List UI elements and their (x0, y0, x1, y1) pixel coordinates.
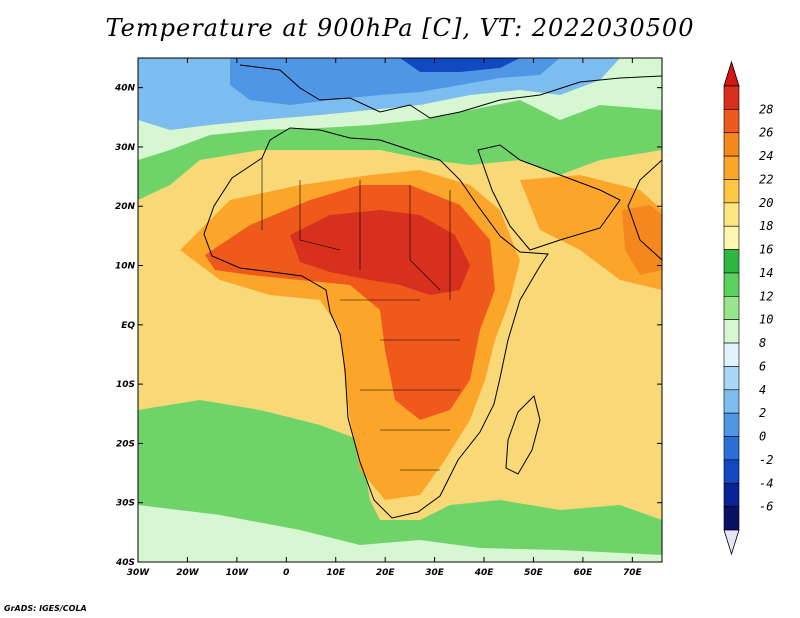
colorbar-label: 22 (759, 172, 773, 186)
temperature-field (138, 58, 662, 562)
colorbar-swatch (723, 272, 740, 297)
colorbar-label: 14 (759, 266, 773, 280)
colorbar-label: 18 (759, 219, 773, 233)
colorbar-swatch (723, 132, 740, 157)
field-africa-hottest (290, 210, 470, 295)
colorbar-swatch (723, 436, 740, 461)
lon-tick-label: 0 (283, 568, 289, 578)
coastlines (203, 64, 662, 519)
lon-tick-label: 50E (524, 568, 544, 578)
colorbar-swatch (723, 366, 740, 391)
lon-tick-label: 20W (176, 568, 200, 578)
plot-frame (137, 57, 663, 563)
colorbar-label: 12 (759, 289, 773, 303)
colorbar-swatch (723, 412, 740, 437)
lon-tick-label: 30W (127, 568, 151, 578)
field-indian-warm (622, 205, 662, 275)
lon-tick-label: 20E (376, 568, 396, 578)
country-borders (261, 158, 460, 471)
colorbar-top-arrow (723, 60, 740, 87)
colorbar-swatch (723, 482, 740, 507)
colorbar-swatch (723, 109, 740, 134)
colorbar-swatch (723, 225, 740, 250)
lon-tick-label: 10W (226, 568, 250, 578)
colorbar-label: 4 (759, 383, 766, 397)
lon-tick-label: 70E (623, 568, 643, 578)
colorbar-swatch (723, 249, 740, 274)
colorbar-swatch (723, 459, 740, 484)
colorbar-label: 28 (759, 102, 773, 116)
colorbar-label: 24 (759, 149, 773, 163)
colorbar-swatch (723, 179, 740, 204)
lat-tick-label: 40S (115, 558, 135, 568)
colorbar-swatch (723, 342, 740, 367)
africa-coastline (203, 127, 549, 519)
latitude-axis: 40N 30N 20N 10N EQ 10S 20S 30S 40S (114, 84, 662, 568)
europe-coastline (239, 64, 662, 119)
field-south-green (138, 400, 662, 562)
india-coastline (627, 159, 662, 261)
colorbar-label: -2 (759, 453, 773, 467)
colorbar-swatch (723, 202, 740, 227)
arabia-coastline (477, 144, 621, 251)
colorbar-swatch (723, 155, 740, 180)
lat-tick-label: 40N (114, 84, 136, 94)
lat-tick-label: 30N (115, 143, 136, 153)
lat-tick-label: 10S (116, 380, 135, 390)
colorbar-label: 8 (759, 336, 766, 350)
lat-tick-label: 20S (116, 439, 135, 449)
lat-tick-label: 30S (116, 499, 135, 509)
field-south-light (138, 505, 662, 562)
lon-tick-label: 30E (425, 568, 445, 578)
colorbar-label: 6 (759, 359, 766, 373)
lon-tick-label: 10E (326, 568, 346, 578)
colorbar-label: 26 (759, 126, 773, 140)
colorbar-swatch (723, 389, 740, 414)
lon-tick-label: 40E (474, 568, 495, 578)
field-arabia-warm (520, 175, 662, 290)
colorbar-label: 2 (759, 406, 766, 420)
lon-tick-label: 60E (574, 568, 594, 578)
map-title: Temperature at 900hPa [C], VT: 202203050… (105, 14, 695, 42)
colorbar-bottom-arrow (723, 529, 740, 556)
colorbar-swatch (723, 85, 740, 110)
colorbar-label: 10 (759, 313, 773, 327)
colorbar-swatch (723, 296, 740, 320)
colorbar-label: 16 (759, 243, 773, 257)
madagascar-coastline (505, 395, 541, 475)
field-north-deep-blue (400, 58, 520, 72)
colorbar-label: 20 (759, 196, 773, 210)
lat-tick-label: EQ (121, 321, 135, 331)
colorbar-swatch (723, 319, 740, 344)
longitude-axis: 30W 20W 10W 0 10E 20E 30E 40E 50E 60E 70E (127, 58, 643, 578)
lat-tick-label: 10N (115, 262, 136, 272)
credit-text: GrADS: IGES/COLA (4, 604, 87, 613)
lat-tick-label: 20N (115, 202, 136, 212)
colorbar-label: -6 (759, 500, 773, 514)
colorbar-label: 0 (759, 430, 766, 444)
colorbar-swatch (723, 506, 740, 531)
colorbar-label: -4 (759, 476, 773, 490)
